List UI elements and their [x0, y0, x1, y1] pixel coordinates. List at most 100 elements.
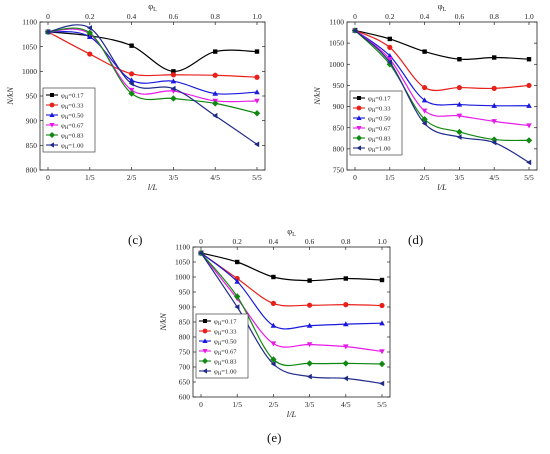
legend-label-main: φ [61, 123, 65, 130]
x-tick-label: 5/5 [252, 173, 262, 182]
legend-label-sub: H [372, 99, 376, 104]
data-point [234, 278, 240, 284]
x-tick-label: 5/5 [524, 173, 534, 182]
legend-marker [202, 349, 208, 354]
legend-marker [202, 368, 207, 374]
data-point [525, 137, 533, 144]
data-point [379, 349, 385, 355]
legend-label-value: =0.83 [68, 133, 84, 140]
y-tick-label: 650 [179, 378, 191, 387]
x-axis-title: l/L [287, 409, 297, 419]
data-point [45, 29, 51, 35]
data-point [307, 302, 313, 308]
legend-label-sub: H [372, 129, 376, 134]
legend-label-main: φ [214, 339, 218, 346]
data-point [270, 300, 276, 306]
series-line-5 [47, 24, 258, 145]
legend-label-main: φ [214, 369, 218, 376]
top-tick-label: 0.6 [455, 12, 465, 21]
y-tick-label: 750 [333, 166, 345, 175]
data-point [421, 97, 428, 103]
legend-label: φH=0.17 [214, 319, 237, 328]
data-point [492, 55, 497, 60]
legend-label-main: φ [368, 116, 372, 123]
series-line-2 [200, 252, 383, 330]
data-point [254, 141, 260, 148]
y-tick-label: 1100 [329, 18, 344, 27]
data-point [234, 304, 240, 310]
data-point [307, 278, 312, 283]
data-point [270, 341, 277, 347]
data-point [306, 373, 312, 380]
legend-label-sub: H [65, 96, 69, 101]
data-point [456, 128, 463, 136]
legend-label: φH=0.17 [368, 96, 391, 105]
legend-label-main: φ [61, 133, 65, 140]
data-point [526, 82, 532, 89]
series-line-0 [200, 252, 383, 282]
top-axis-title-sub: L [292, 232, 296, 238]
top-tick-label: 1.0 [252, 12, 262, 21]
top-axis-title: φL [148, 1, 157, 13]
y-tick-label: 900 [333, 102, 345, 111]
data-point [198, 250, 204, 256]
data-point [526, 159, 532, 166]
legend-label-value: =0.17 [221, 319, 237, 326]
series-line-5 [354, 30, 530, 163]
x-tick-label: 0 [353, 173, 357, 182]
data-point [456, 84, 462, 91]
data-point [212, 100, 219, 107]
top-tick-label: 0 [46, 12, 50, 21]
data-point [87, 51, 93, 57]
series-line-3 [47, 28, 258, 103]
x-axis-title: l/L [437, 182, 447, 192]
data-point [421, 120, 427, 127]
y-tick-label: 1000 [329, 60, 344, 69]
top-axis-title-sub: L [153, 7, 157, 13]
data-point [306, 342, 313, 348]
legend-label-main: φ [214, 329, 218, 336]
series-line-3 [200, 252, 383, 352]
y-tick-label: 700 [179, 363, 191, 372]
legend-label-sub: H [218, 372, 222, 377]
legend-label-main: φ [368, 126, 372, 133]
legend-label: φH=0.83 [61, 133, 84, 142]
data-point [379, 320, 385, 326]
x-tick-label: 0 [199, 400, 203, 409]
legend-label: φH=0.83 [214, 359, 237, 368]
y-axis-title: N/kN [158, 312, 168, 332]
legend-label-main: φ [214, 349, 218, 356]
legend-label-sub: H [218, 332, 222, 337]
legend-label-sub: H [65, 106, 69, 111]
legend-label-sub: H [65, 136, 69, 141]
y-tick-label: 850 [26, 141, 38, 150]
legend-label: φH=0.67 [61, 123, 84, 132]
legend-label-value: =0.17 [375, 96, 391, 103]
legend-label-main: φ [61, 93, 65, 100]
data-point [379, 277, 385, 283]
legend-marker [202, 358, 208, 364]
y-tick-label: 1100 [175, 243, 190, 252]
legend-marker [203, 319, 207, 323]
series-line-1 [354, 29, 530, 92]
legend-box [195, 313, 249, 379]
y-tick-label: 850 [333, 123, 345, 132]
legend-marker [49, 102, 55, 108]
legend-label-sub: H [65, 116, 69, 121]
chart-panel-e: 600 650 700 750 800 850 900 950 1000 1050 1100 0 1/5… [158, 226, 391, 419]
legend-label-sub: H [372, 109, 376, 114]
data-point [254, 89, 260, 95]
data-point [422, 49, 427, 54]
data-point [343, 276, 348, 281]
top-tick-label: 1.0 [524, 12, 534, 21]
legend-label: φH=0.83 [368, 136, 391, 145]
x-tick-label: 4/5 [489, 173, 499, 182]
legend-label-value: =0.50 [68, 113, 84, 120]
y-tick-label: 800 [179, 333, 191, 342]
legend-label-sub: H [372, 139, 376, 144]
legend-label-value: =0.17 [68, 93, 84, 100]
top-axis-title: φL [287, 226, 296, 238]
data-point [457, 57, 462, 62]
chart-panel-d: 750 800 850 900 950 1000 1050 1100 0 1/5 2/5 3/5 4/5… [312, 1, 538, 192]
